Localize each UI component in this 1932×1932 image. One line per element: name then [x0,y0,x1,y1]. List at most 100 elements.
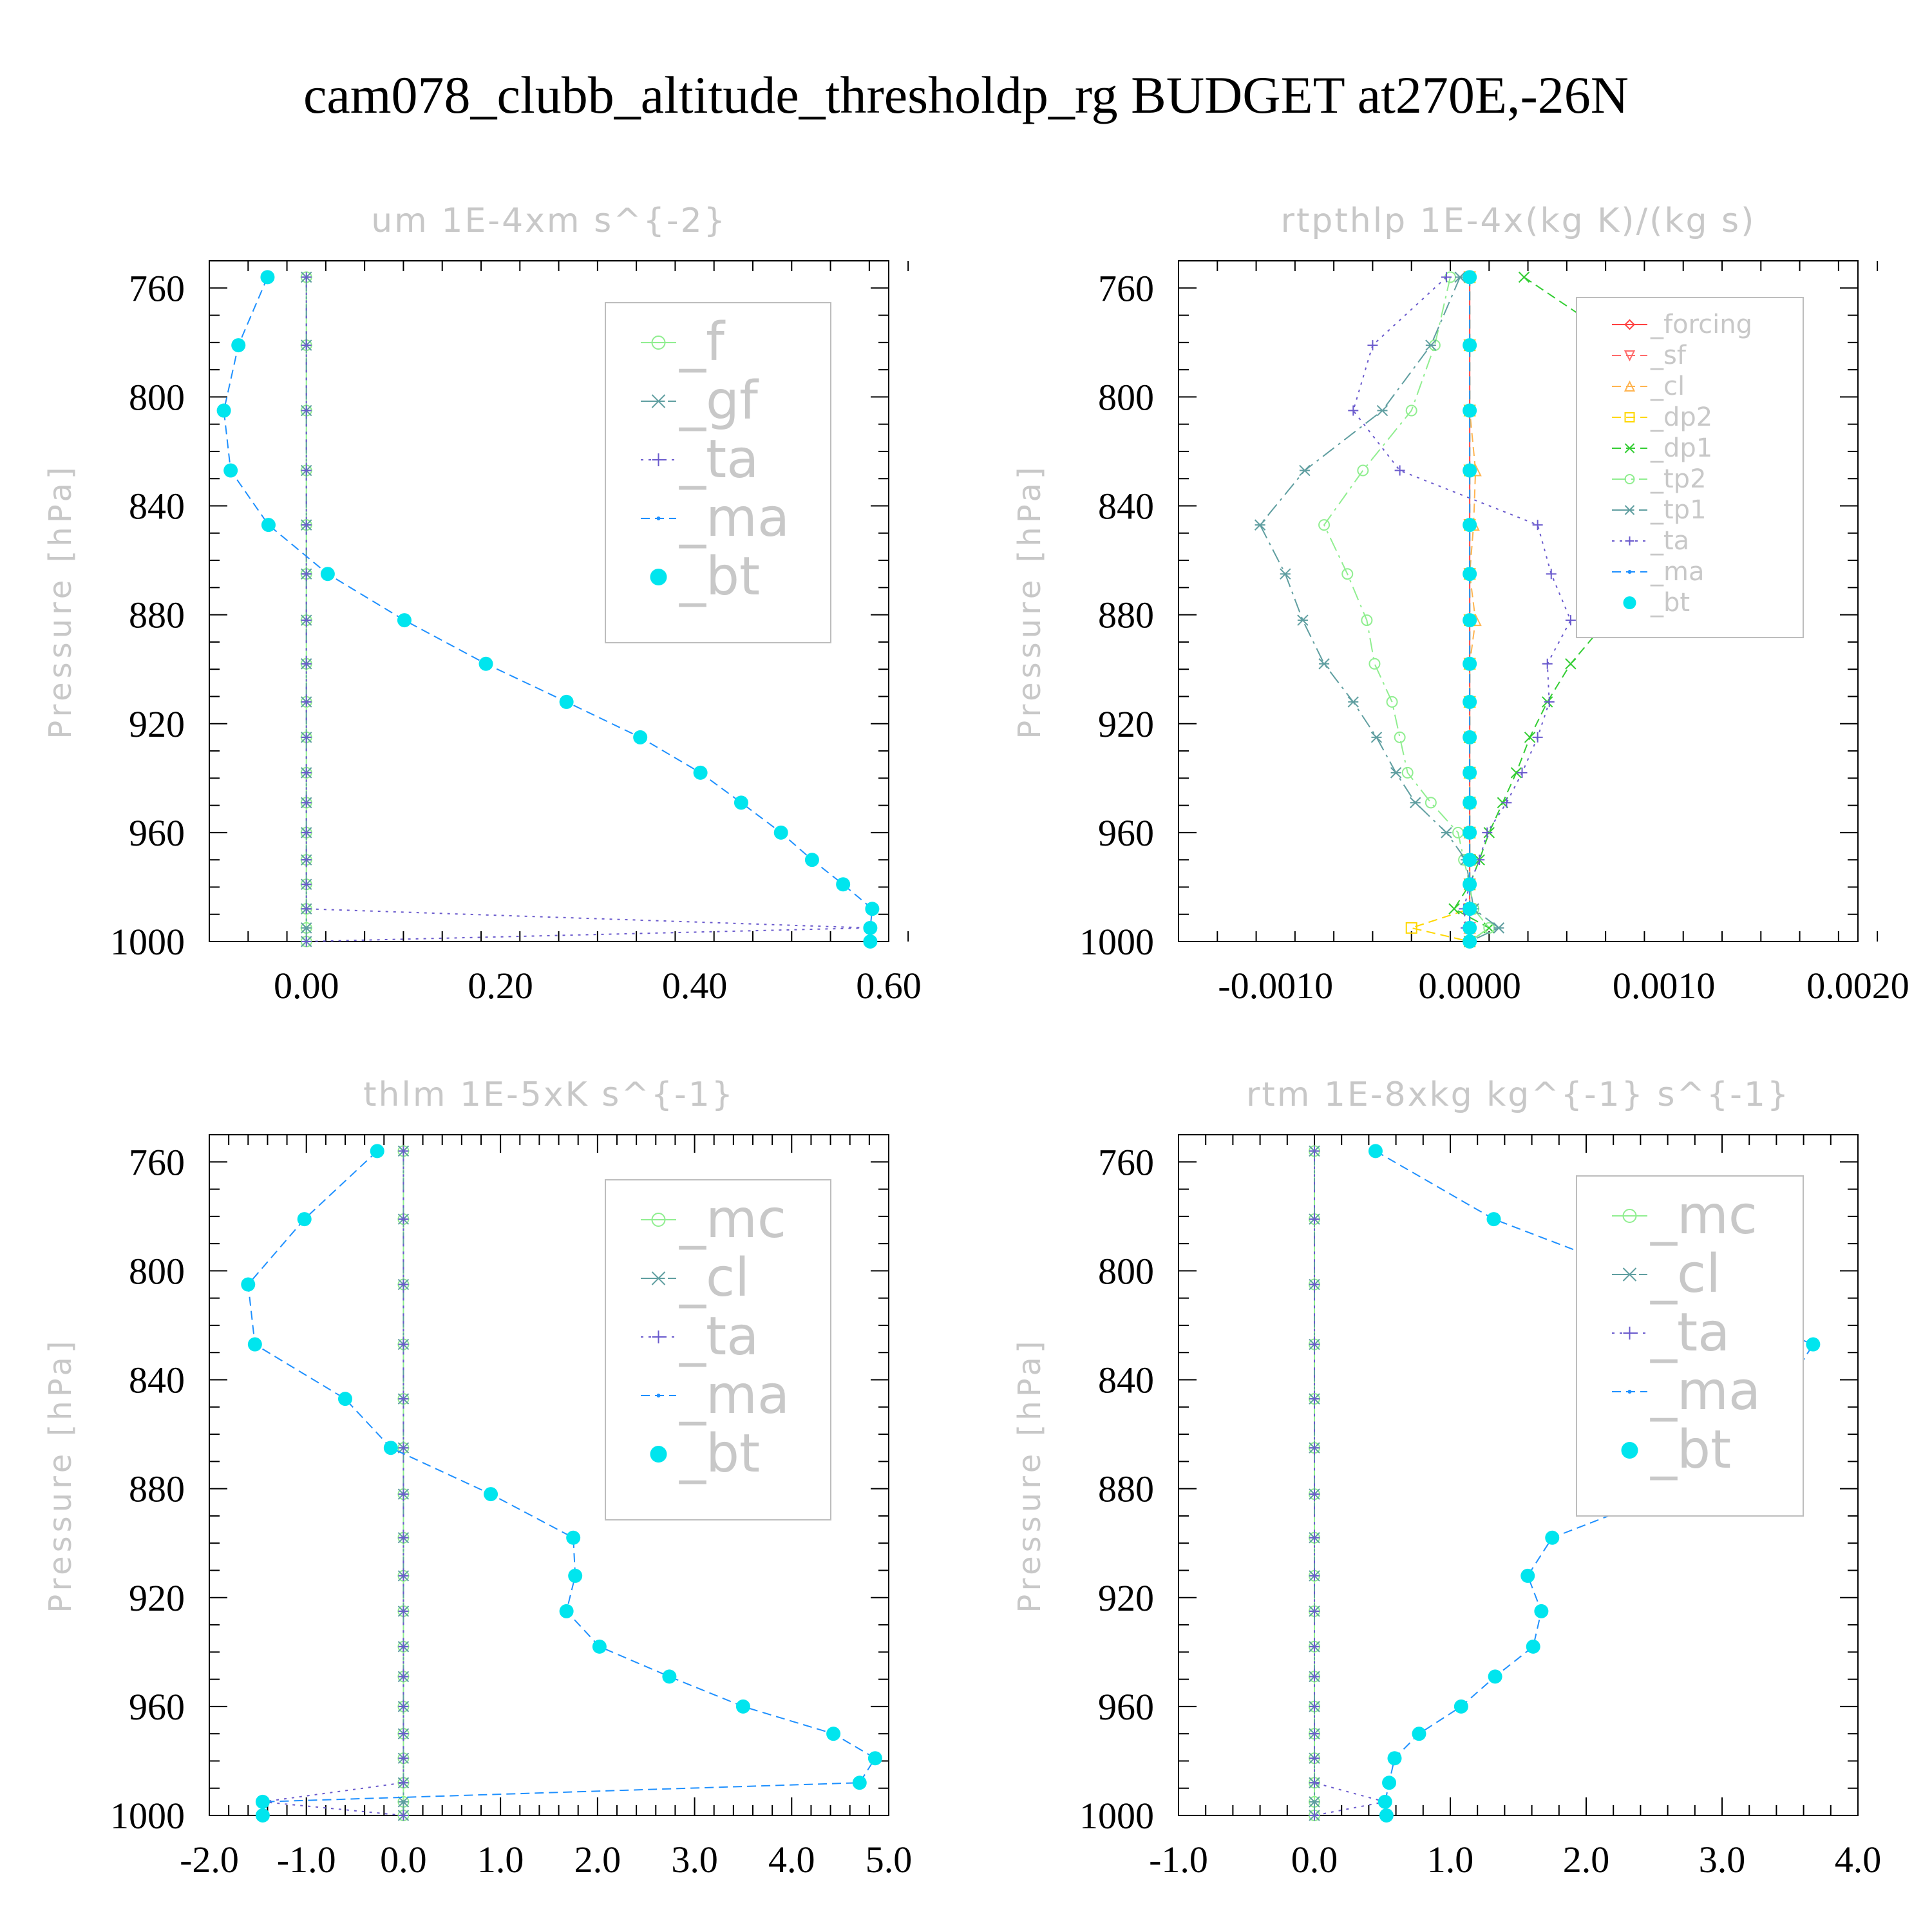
x-tick-label: 5.0 [866,1839,913,1880]
data-point [1463,877,1477,892]
chart-panels: 760 800 840 880 920 960 1000 0.00 0.20 0.40 0.60 um… [43,202,1909,1880]
legend-label: _ta [1650,526,1689,556]
legend-label: _ta [679,429,759,490]
legend-label: _f [679,312,726,373]
y-tick-label: 760 [129,1141,185,1183]
data-point [398,1810,409,1821]
data-point [1463,902,1477,916]
data-point [1309,1532,1320,1543]
data-point [301,340,312,351]
data-point [1412,1727,1426,1741]
data-point [1309,1728,1320,1739]
x-tick-label: 0.0 [1291,1839,1338,1880]
y-tick-label: 920 [1098,1577,1154,1619]
y-tick-label: 840 [129,486,185,527]
data-point [301,272,312,283]
data-point [398,1671,409,1682]
data-point [1405,922,1417,934]
data-point [301,767,312,778]
data-point [398,1339,409,1350]
x-tick-label: 0.0020 [1806,965,1909,1007]
legend-label: _ma [679,488,790,549]
y-axis-label: Pressure [hPa] [1012,463,1048,739]
data-point [852,1776,867,1790]
legend-swatch-marker [1625,536,1634,545]
legend-label: _mc [679,1189,786,1250]
legend-label: _ma [1650,1361,1761,1422]
data-point [297,1212,312,1227]
figure-title: cam078_clubb_altitude_thresholdp_rg BUDG… [303,66,1629,124]
data-point [1482,827,1493,838]
x-tick-label: 0.0 [380,1839,427,1880]
data-point [865,902,880,916]
y-tick-label: 920 [129,703,185,745]
data-point [398,1701,409,1712]
legend-label: _bt [679,546,760,607]
y-axis-label: Pressure [hPa] [1012,1337,1048,1613]
y-tick-label: 880 [1098,1468,1154,1510]
series-group [216,270,880,949]
legend-swatch-marker [1624,505,1635,515]
data-point [1463,730,1477,744]
x-tick-label: -2.0 [180,1839,239,1880]
data-point [1517,767,1528,778]
x-tick-label: -0.0010 [1218,965,1333,1007]
x-tick-label: 0.00 [274,965,339,1007]
legend-swatch-marker [1624,474,1635,484]
data-point [773,825,788,840]
x-tick-label: 3.0 [1699,1839,1746,1880]
data-point [863,934,878,949]
legend-label: _tp2 [1650,464,1707,494]
data-point [398,1777,409,1788]
data-point [693,765,708,780]
x-tick-label: 0.20 [468,965,533,1007]
data-point [1441,272,1452,283]
data-point [1309,1701,1320,1712]
data-point [1565,658,1577,670]
data-point [398,1394,409,1405]
data-point [255,1808,270,1823]
x-tick-label: 3.0 [671,1839,718,1880]
data-point [1565,615,1576,626]
x-tick-label: 0.60 [856,965,922,1007]
data-point [1405,404,1417,417]
data-point [301,922,312,934]
data-point [1394,465,1405,476]
y-tick-label: 800 [129,376,185,418]
data-point [398,1279,409,1290]
y-tick-label: 800 [129,1250,185,1292]
x-tick-label: 0.0000 [1418,965,1521,1007]
data-point [1463,567,1477,582]
data-point [383,1441,398,1455]
y-axis-label: Pressure [hPa] [43,1337,79,1613]
y-tick-label: 880 [1098,594,1154,636]
legend-label: _sf [1650,341,1687,370]
legend-label: _dp2 [1650,402,1712,432]
legend-swatch-marker [651,1271,666,1285]
data-point [1544,696,1555,707]
data-point [301,569,312,580]
data-point [1518,271,1530,283]
data-point [1386,696,1398,708]
x-tick-label: 0.0010 [1613,965,1716,1007]
data-point [301,879,312,890]
legend-label: _cl [1650,372,1685,401]
data-point [398,1728,409,1739]
data-point [1532,520,1543,531]
legend-swatch-marker [652,453,665,466]
data-point [804,853,819,867]
legend-swatch-marker [1624,380,1636,392]
series-group [1254,270,1796,949]
data-point [559,694,574,709]
data-point [1309,1777,1320,1788]
data-point [301,827,312,838]
data-point [301,904,312,914]
data-point [1425,797,1437,809]
data-point [1341,568,1354,580]
panel-title: thlm 1E-5xK s^{-1} [363,1075,735,1114]
data-point [1309,1605,1320,1616]
legend-swatch-marker [1622,1209,1637,1223]
legend-label: _bt [1650,1419,1731,1481]
data-point [398,1753,409,1764]
y-tick-label: 840 [1098,1359,1154,1401]
